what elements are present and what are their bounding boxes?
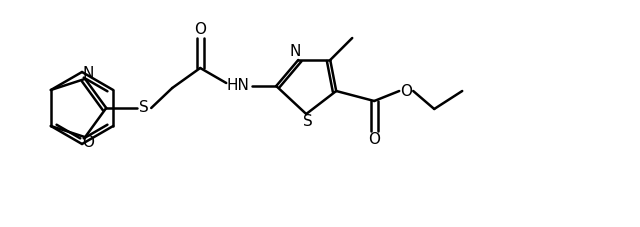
Text: S: S bbox=[140, 101, 149, 116]
Text: O: O bbox=[400, 84, 412, 99]
Text: O: O bbox=[194, 22, 206, 37]
Text: N: N bbox=[289, 44, 301, 59]
Text: O: O bbox=[368, 131, 380, 146]
Text: O: O bbox=[82, 135, 94, 150]
Text: HN: HN bbox=[227, 79, 250, 94]
Text: S: S bbox=[303, 114, 313, 129]
Text: N: N bbox=[83, 66, 93, 81]
